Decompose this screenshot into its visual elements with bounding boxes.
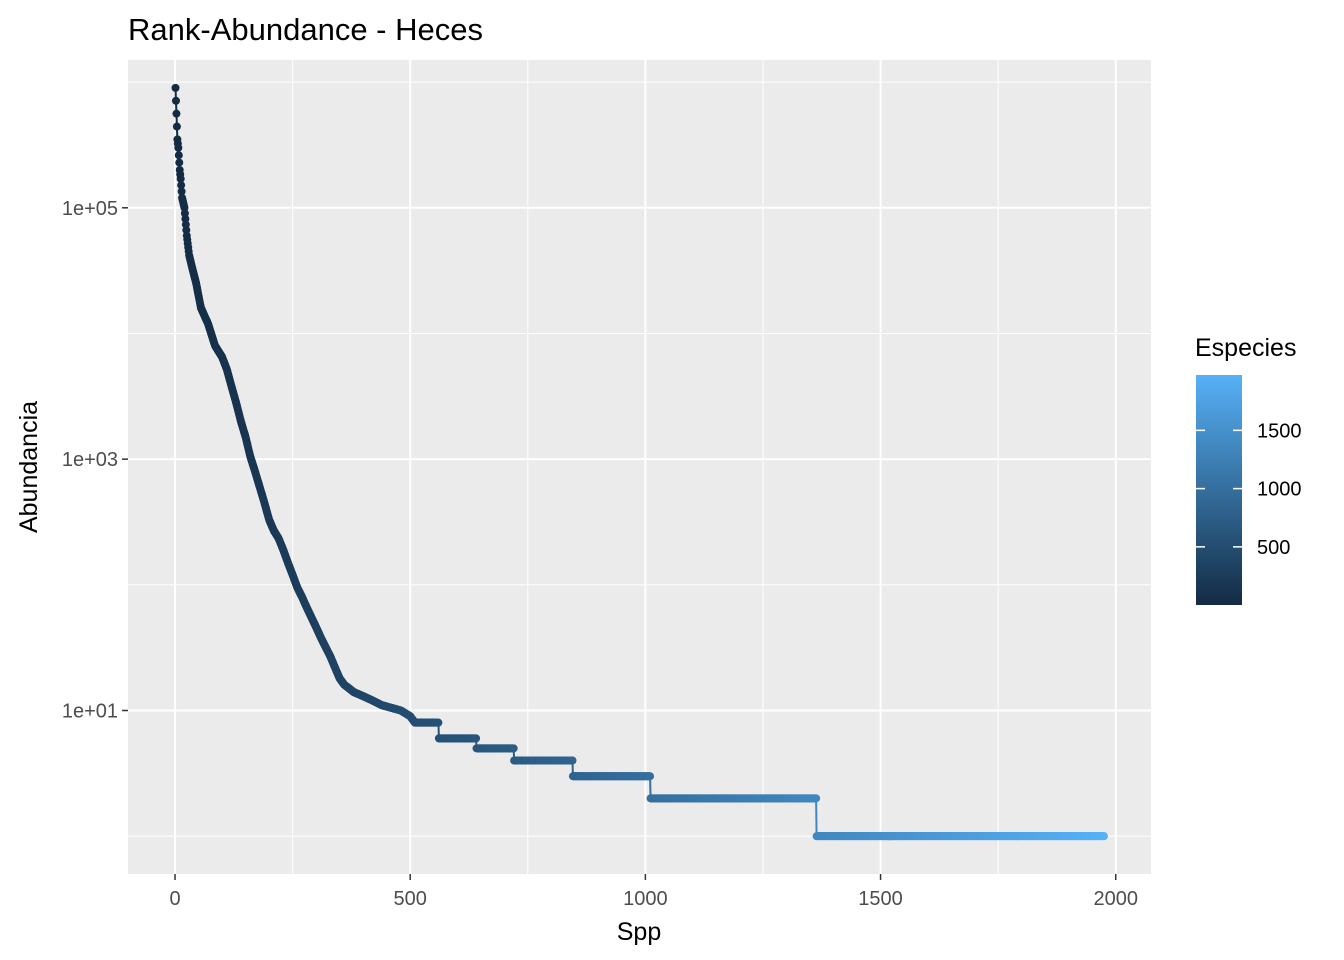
x-tick-label: 1500: [858, 888, 903, 910]
data-point: [172, 109, 181, 118]
data-point: [434, 718, 443, 727]
data-point: [175, 158, 184, 167]
data-point: [176, 174, 185, 183]
x-tick-label: 2000: [1093, 888, 1138, 910]
chart-title: Rank-Abundance - Heces: [128, 12, 483, 47]
data-point: [568, 756, 577, 765]
series-layer: [171, 83, 1108, 841]
y-axis-title: Abundancia: [15, 401, 43, 533]
legend-tick-label: 1500: [1257, 420, 1302, 442]
y-tick-label: 1e+01: [62, 700, 118, 722]
data-point: [472, 734, 481, 743]
legend-tick-label: 500: [1257, 537, 1290, 559]
data-point: [646, 772, 655, 781]
y-axis: 1e+01 1e+03 1e+05: [62, 198, 128, 722]
data-point: [812, 794, 821, 803]
y-tick-label: 1e+05: [62, 198, 118, 220]
plot-background: [128, 60, 1151, 874]
legend-title: Especies: [1195, 334, 1296, 362]
data-point: [172, 122, 181, 131]
x-axis: 0 500 1000 1500 2000: [169, 874, 1138, 910]
data-point: [174, 151, 183, 160]
data-point: [174, 143, 183, 152]
data-point: [177, 181, 186, 190]
x-tick-label: 0: [169, 888, 180, 910]
data-point: [171, 83, 180, 92]
legend: Especies 500 1000 1500: [1195, 334, 1302, 605]
major-gridlines: [128, 60, 1151, 874]
legend-ticks: 500 1000 1500: [1196, 420, 1302, 559]
x-tick-label: 1000: [623, 888, 668, 910]
data-point: [509, 744, 518, 753]
data-point: [1099, 832, 1108, 841]
x-axis-title: Spp: [617, 918, 661, 946]
x-tick-label: 500: [394, 888, 427, 910]
data-point: [171, 96, 180, 105]
data-point: [177, 187, 186, 196]
y-tick-label: 1e+03: [62, 449, 118, 471]
legend-colorbar: [1196, 375, 1242, 605]
legend-tick-label: 1000: [1257, 479, 1302, 501]
